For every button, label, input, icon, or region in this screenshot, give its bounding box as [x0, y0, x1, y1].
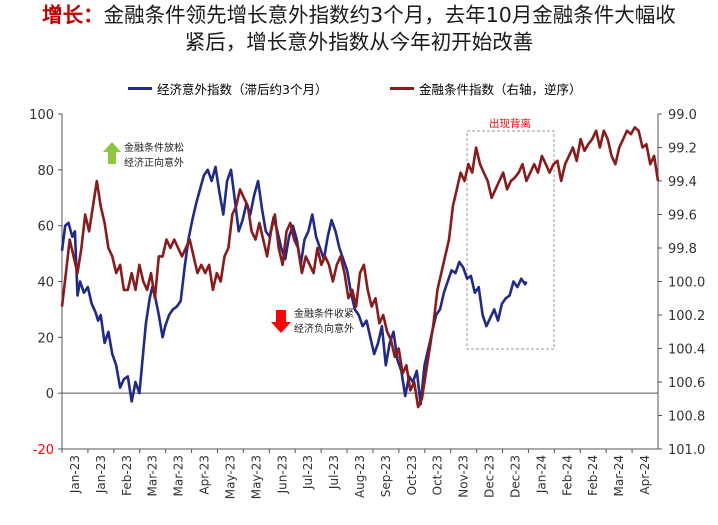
- x-tick-label: Jul-23: [301, 455, 315, 490]
- x-tick-label: Aug-23: [353, 455, 367, 498]
- y-right-tick-label: 100.8: [668, 410, 705, 425]
- x-tick-label: Jan-23: [94, 455, 108, 494]
- x-tick-label: Jul-23: [327, 455, 341, 490]
- x-tick-label: Oct-23: [405, 455, 419, 495]
- chart-title: 增长：金融条件领先增长意外指数约3个月，去年10月金融条件大幅收 紧后，增长意外…: [0, 2, 718, 56]
- x-tick-label: Jan-24: [534, 455, 548, 494]
- y-left-tick-label: 0: [46, 387, 54, 402]
- x-tick-label: Sep-23: [379, 455, 393, 497]
- series-line-econ: [60, 165, 528, 406]
- y-right-tick-label: 101.0: [668, 443, 705, 458]
- down-note-1: 金融条件收紧: [294, 307, 354, 320]
- y-right-tick-label: 99.0: [668, 108, 697, 123]
- x-tick-label: Apr-24: [638, 455, 652, 495]
- y-left-tick-label: 80: [37, 164, 54, 179]
- x-tick-label: Mar-23: [146, 455, 160, 496]
- y-right-tick-label: 100.0: [668, 276, 705, 291]
- x-tick-label: Dec-23: [508, 455, 522, 498]
- y-left-tick-label: -20: [33, 443, 54, 458]
- x-tick-label: May-23: [223, 455, 237, 499]
- legend-swatch-econ: [128, 87, 152, 90]
- x-tick-label: Jan-23: [68, 455, 82, 494]
- legend-item-fin: 金融条件指数（右轴，逆序）: [390, 79, 582, 98]
- x-tick-label: Feb-23: [120, 455, 134, 496]
- title-lead: 增长：: [42, 3, 104, 27]
- title-line-2: 紧后，增长意外指数从今年初开始改善: [184, 30, 534, 54]
- y-right-tick-label: 99.4: [668, 175, 697, 190]
- x-tick-label: Apr-23: [198, 455, 212, 495]
- x-tick-label: Feb-24: [586, 455, 600, 496]
- y-right-tick-label: 100.4: [668, 343, 705, 358]
- x-tick-label: Nov-23: [457, 455, 471, 498]
- y-right-tick-label: 100.2: [668, 309, 705, 324]
- y-left-tick-label: 60: [37, 220, 54, 235]
- y-right-tick-label: 99.6: [668, 209, 697, 224]
- title-line-1-text: 金融条件领先增长意外指数约3个月，去年10月金融条件大幅收: [103, 3, 676, 27]
- x-tick-label: Dec-23: [483, 455, 497, 498]
- legend: 经济意外指数（滞后约3个月） 金融条件指数（右轴，逆序）: [0, 79, 718, 101]
- y-right-tick-label: 99.2: [668, 142, 697, 157]
- title-line-1: 增长：金融条件领先增长意外指数约3个月，去年10月金融条件大幅收: [0, 2, 718, 29]
- legend-label-econ: 经济意外指数（滞后约3个月）: [157, 82, 328, 97]
- x-tick-label: Oct-23: [431, 455, 445, 495]
- up-arrow-icon: [103, 142, 121, 164]
- y-left-tick-label: 40: [37, 276, 54, 291]
- y-right-tick-label: 100.6: [668, 376, 705, 391]
- up-note-2: 经济正向意外: [124, 156, 184, 169]
- up-note-1: 金融条件放松: [124, 141, 184, 154]
- legend-item-econ: 经济意外指数（滞后约3个月）: [128, 79, 327, 98]
- x-tick-label: May-23: [249, 455, 263, 499]
- x-tick-label: Feb-24: [560, 455, 574, 496]
- y-right-tick-label: 99.8: [668, 242, 697, 257]
- divergence-label: 出现背离: [489, 117, 531, 130]
- down-note-2: 经济负向意外: [294, 322, 354, 335]
- series-line-fin: [60, 126, 660, 409]
- x-tick-label: Mar-24: [612, 455, 626, 496]
- x-tick-label: Jun-23: [275, 455, 289, 494]
- legend-swatch-fin: [390, 87, 414, 90]
- y-left-tick-label: 20: [37, 331, 54, 346]
- y-left-tick-label: 100: [29, 108, 54, 123]
- down-arrow-icon: [271, 310, 291, 333]
- divergence-box: [466, 130, 555, 350]
- legend-label-fin: 金融条件指数（右轴，逆序）: [419, 82, 582, 97]
- x-tick-label: Mar-23: [172, 455, 186, 496]
